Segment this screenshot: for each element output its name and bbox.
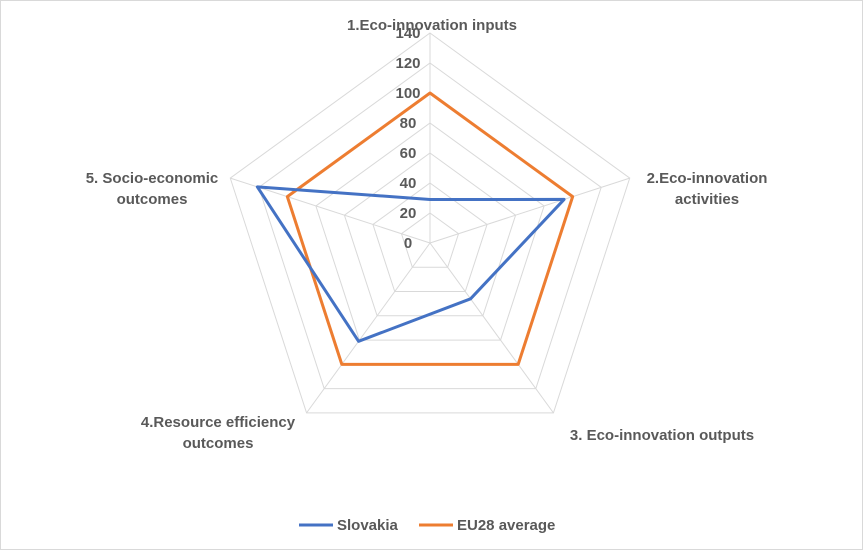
category-label-5-line-1: 5. Socio-economic: [86, 170, 219, 187]
gridline-ring-40: [372, 182, 488, 293]
tick-label-40: 40: [400, 175, 417, 192]
radar-spokes: [230, 33, 630, 414]
category-label-4-line-1: 4.Resource efficiency: [141, 414, 296, 431]
spoke-3: [429, 242, 554, 414]
category-label-2-line-2: activities: [675, 191, 739, 208]
legend: Slovakia EU28 average: [299, 517, 555, 534]
spoke-4: [306, 242, 431, 414]
series-line-slovakia: [255, 185, 566, 343]
series-line-eu28-average: [285, 91, 575, 366]
tick-label-120: 120: [395, 55, 420, 72]
category-labels: 1.Eco-innovation inputs 2.Eco-innovation a…: [86, 17, 768, 452]
tick-label-80: 80: [400, 115, 417, 132]
category-label-4-line-2: outcomes: [183, 435, 254, 452]
tick-label-140: 140: [395, 25, 420, 42]
category-label-1: 1.Eco-innovation inputs: [347, 17, 517, 34]
legend-label-eu28-average: EU28 average: [457, 517, 555, 534]
legend-label-slovakia: Slovakia: [337, 517, 399, 534]
spoke-2: [429, 177, 630, 244]
category-label-5-line-2: outcomes: [117, 191, 188, 208]
gridline-ring-120: [258, 62, 602, 390]
category-label-3: 3. Eco-innovation outputs: [570, 427, 754, 444]
gridline-ring-140: [229, 32, 631, 414]
radial-tick-labels: 0 20 40 60 80 100 120 140: [395, 25, 420, 252]
tick-label-60: 60: [400, 145, 417, 162]
tick-label-100: 100: [395, 85, 420, 102]
tick-label-0: 0: [404, 235, 412, 252]
gridline-ring-20: [400, 212, 460, 268]
category-label-2-line-1: 2.Eco-innovation: [647, 170, 768, 187]
tick-label-20: 20: [400, 205, 417, 222]
gridline-ring-60: [343, 152, 517, 317]
spoke-5: [230, 177, 431, 244]
radar-series: [255, 91, 575, 366]
